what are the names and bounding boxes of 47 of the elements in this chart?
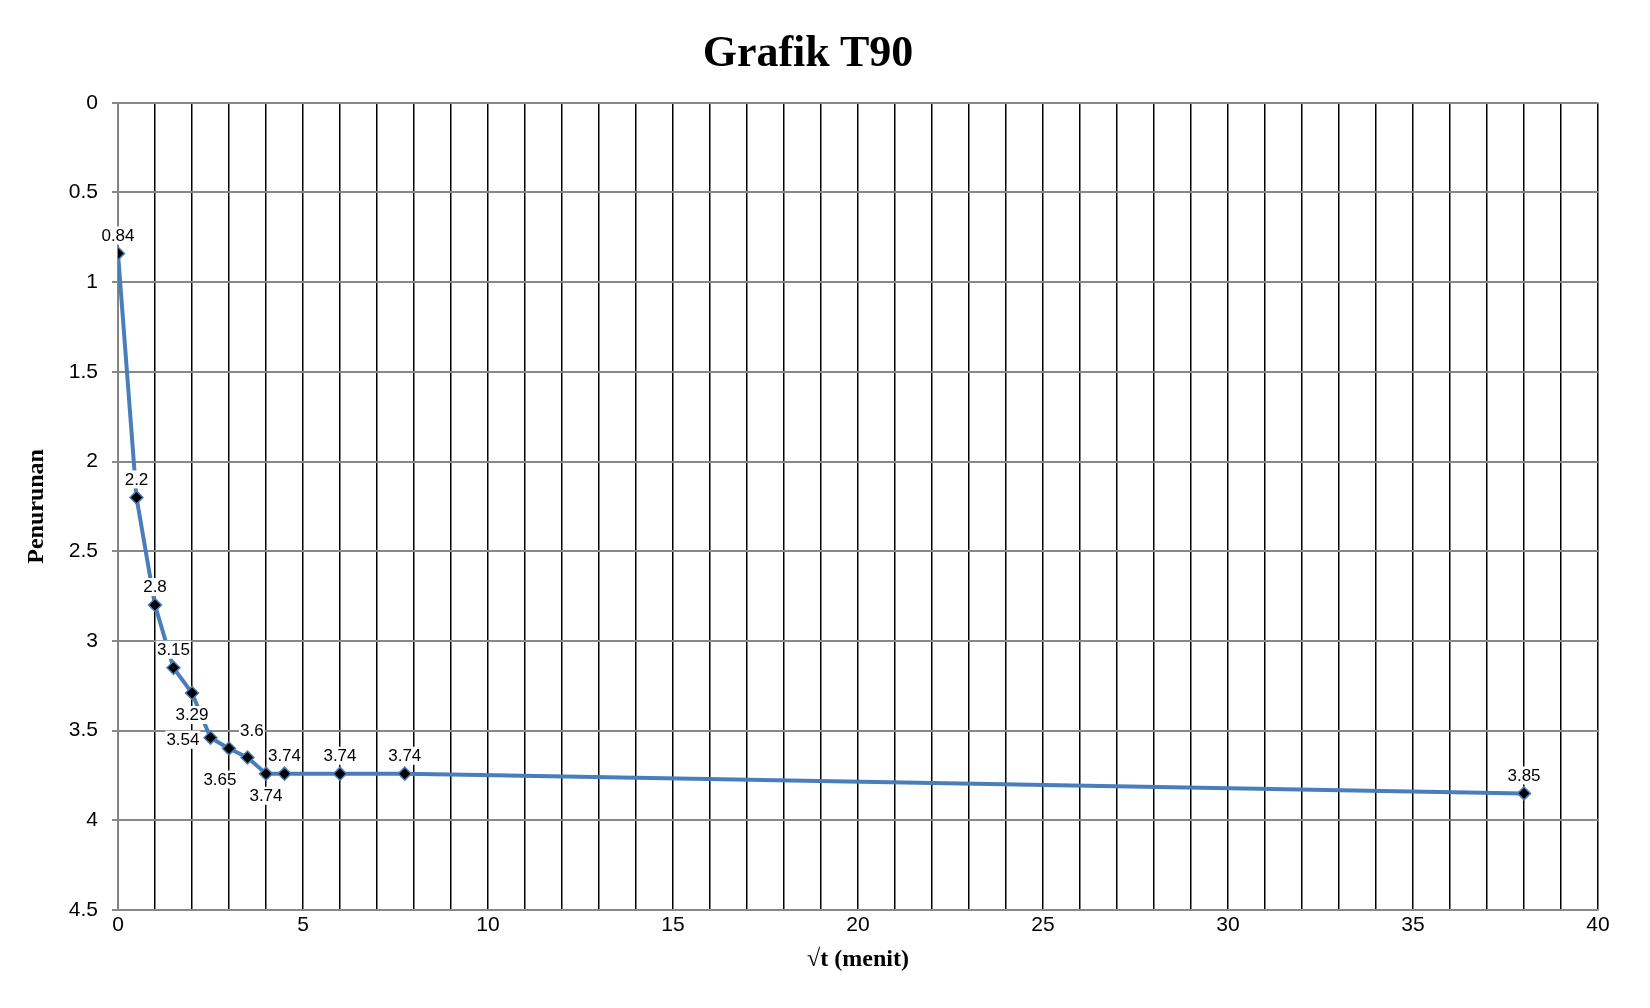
point bbox=[397, 766, 412, 781]
y-tick-label: 4.5 bbox=[68, 896, 98, 920]
point bbox=[147, 597, 163, 613]
x-tick-label: 30 bbox=[1216, 912, 1240, 936]
data-label: 3.6 bbox=[239, 720, 264, 740]
x-tick-label: 5 bbox=[297, 912, 309, 936]
y-tick-label: 3 bbox=[86, 627, 98, 651]
point bbox=[1516, 786, 1532, 801]
y-tick-label: 2 bbox=[86, 448, 98, 472]
data-label: 2.8 bbox=[143, 577, 167, 597]
data-label: 3.74 bbox=[323, 745, 357, 765]
point bbox=[129, 490, 144, 505]
y-axis-title: Penurunan bbox=[21, 449, 48, 564]
x-tick-label: 0 bbox=[112, 912, 124, 936]
y-tick-label: 1.5 bbox=[68, 358, 98, 382]
data-label: 0.84 bbox=[101, 225, 135, 245]
x-tick-label: 20 bbox=[846, 912, 870, 936]
y-tick-label: 0.5 bbox=[68, 179, 98, 203]
data-label: 3.54 bbox=[166, 729, 200, 749]
point bbox=[277, 766, 292, 781]
data-label: 3.85 bbox=[1507, 765, 1541, 785]
data-label: 2.2 bbox=[124, 469, 149, 489]
chart-title: Grafik T90 bbox=[702, 26, 914, 76]
x-tick-label: 15 bbox=[661, 912, 685, 936]
x-tick-label: 10 bbox=[476, 912, 500, 936]
point bbox=[258, 766, 274, 781]
data-label: 3.65 bbox=[203, 769, 237, 789]
point bbox=[203, 730, 218, 746]
y-tick-label: 1 bbox=[86, 268, 98, 292]
y-tick-label: 2.5 bbox=[68, 538, 98, 562]
y-tick-label: 3.5 bbox=[68, 717, 98, 741]
x-tick-label: 40 bbox=[1586, 912, 1610, 936]
point bbox=[240, 750, 255, 765]
point bbox=[221, 741, 237, 756]
data-label: 3.74 bbox=[267, 745, 302, 765]
y-tick-label: 4 bbox=[86, 807, 99, 831]
data-label: 3.15 bbox=[156, 640, 191, 660]
point bbox=[332, 766, 348, 781]
point bbox=[166, 660, 181, 676]
data-label: 3.29 bbox=[175, 705, 209, 725]
x-tick-label: 35 bbox=[1401, 912, 1425, 936]
x-tick-label: 25 bbox=[1031, 912, 1055, 936]
x-axis-title: √t (menit) bbox=[807, 944, 909, 971]
point bbox=[184, 685, 200, 701]
data-label: 3.74 bbox=[388, 745, 422, 765]
data-label: 3.74 bbox=[249, 785, 283, 805]
y-tick-label: 0 bbox=[86, 89, 98, 113]
